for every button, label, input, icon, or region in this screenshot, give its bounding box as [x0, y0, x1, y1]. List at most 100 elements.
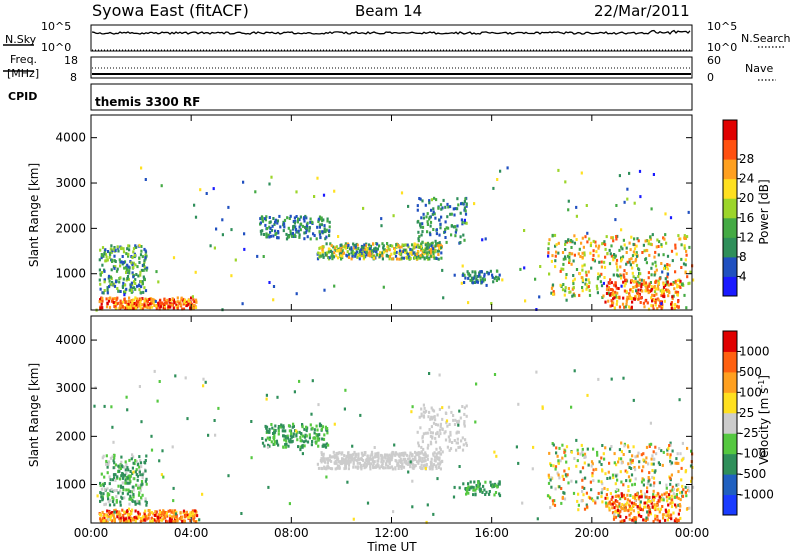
range-gate-cell — [311, 440, 314, 443]
range-gate-cell — [407, 460, 411, 464]
range-gate-cell — [551, 283, 555, 287]
range-gate-cell — [267, 233, 270, 237]
range-gate-cell — [138, 491, 141, 495]
range-gate-cell — [426, 223, 429, 226]
range-gate-cell — [683, 237, 686, 240]
range-gate-cell — [475, 484, 478, 487]
range-gate-cell — [424, 243, 427, 247]
range-gate-cell — [146, 298, 149, 302]
range-gate-cell — [637, 275, 640, 278]
range-gate-cell — [335, 452, 338, 455]
range-gate-cell — [322, 437, 326, 441]
range-gate-cell — [627, 509, 630, 513]
range-gate-cell — [155, 306, 158, 310]
range-gate-cell — [424, 452, 427, 456]
range-gate-cell — [612, 239, 615, 243]
x-axis: 00:00 04:00 08:00 12:00 16:00 20:00 00:00 — [74, 115, 709, 540]
range-gate-cell — [409, 251, 412, 255]
range-gate-cell — [106, 291, 109, 295]
range-gate-cell — [428, 231, 432, 235]
range-gate-cell — [643, 518, 646, 522]
range-gate-cell — [671, 259, 674, 263]
x-tick-label: 00:00 — [74, 526, 109, 540]
range-gate-cell — [145, 514, 148, 518]
range-gate-cell — [480, 280, 484, 284]
range-gate-cell — [674, 517, 678, 521]
range-gate-cell — [360, 254, 363, 258]
range-gate-cell — [564, 255, 567, 259]
range-gate-cell — [435, 447, 438, 451]
range-gate-cell — [419, 225, 422, 229]
range-gate-cell — [678, 278, 681, 282]
range-gate-cell — [405, 453, 408, 457]
range-gate-cell — [674, 281, 677, 285]
range-gate-cell — [329, 250, 333, 253]
range-gate-cell — [180, 296, 183, 300]
range-gate-cell — [140, 285, 143, 289]
range-gate-cell — [356, 243, 359, 247]
range-gate-cell — [634, 252, 637, 256]
range-gate-cell — [645, 248, 648, 252]
range-gate-cell — [661, 505, 664, 508]
range-gate-cell — [614, 218, 617, 222]
range-gate-cell — [649, 500, 652, 503]
range-gate-cell — [485, 490, 488, 494]
range-gate-cell — [622, 238, 625, 242]
range-gate-cell — [356, 255, 359, 259]
range-gate-cell — [323, 224, 326, 228]
range-gate-cell — [667, 446, 670, 450]
range-gate-cell — [406, 243, 409, 247]
range-gate-cell — [431, 417, 434, 421]
range-gate-cell — [569, 290, 572, 294]
range-gate-cell — [432, 415, 435, 419]
range-gate-cell — [645, 239, 648, 243]
range-gate-cell — [677, 300, 680, 304]
range-gate-cell — [116, 513, 119, 517]
range-gate-cell — [584, 282, 587, 286]
range-gate-cell — [630, 257, 633, 261]
range-gate-cell — [380, 460, 383, 464]
range-gate-cell — [585, 273, 588, 277]
range-gate-cell — [595, 284, 598, 288]
range-gate-cell — [390, 465, 394, 469]
range-gate-cell — [164, 516, 167, 520]
range-gate-cell — [108, 493, 111, 497]
range-gate-cell — [674, 246, 677, 250]
range-gate-cell — [474, 281, 477, 284]
range-gate-cell — [196, 514, 199, 518]
range-gate-cell — [141, 473, 144, 477]
range-gate-cell — [477, 485, 480, 489]
range-gate-cell — [555, 250, 558, 254]
range-gate-cell — [662, 236, 665, 240]
range-gate-cell — [678, 398, 681, 402]
range-gate-cell — [523, 229, 526, 232]
range-gate-cell — [405, 461, 408, 464]
range-gate-cell — [424, 459, 427, 463]
range-gate-cell — [127, 519, 130, 523]
range-gate-cell — [132, 461, 135, 465]
range-gate-cell — [132, 261, 135, 265]
range-gate-cell — [274, 429, 277, 432]
range-gate-cell — [138, 512, 141, 516]
range-gate-cell — [376, 454, 379, 458]
range-gate-cell — [121, 472, 124, 475]
range-gate-cell — [424, 467, 427, 470]
range-gate-cell — [612, 258, 615, 262]
range-gate-cell — [612, 256, 615, 260]
range-gate-cell — [348, 252, 351, 256]
range-gate-cell — [155, 513, 158, 517]
range-gate-cell — [122, 306, 126, 310]
range-gate-cell — [426, 256, 429, 259]
range-gate-cell — [129, 513, 132, 517]
range-gate-cell — [276, 395, 279, 399]
range-gate-cell — [168, 298, 171, 301]
range-gate-cell — [557, 473, 560, 477]
range-gate-cell — [561, 474, 564, 478]
range-gate-cell — [416, 257, 419, 261]
range-gate-cell — [313, 428, 316, 432]
range-gate-cell — [146, 306, 149, 309]
range-gate-cell — [430, 244, 433, 248]
range-gate-cell — [292, 424, 295, 428]
range-gate-cell — [395, 250, 398, 254]
range-gate-cell — [556, 454, 559, 458]
